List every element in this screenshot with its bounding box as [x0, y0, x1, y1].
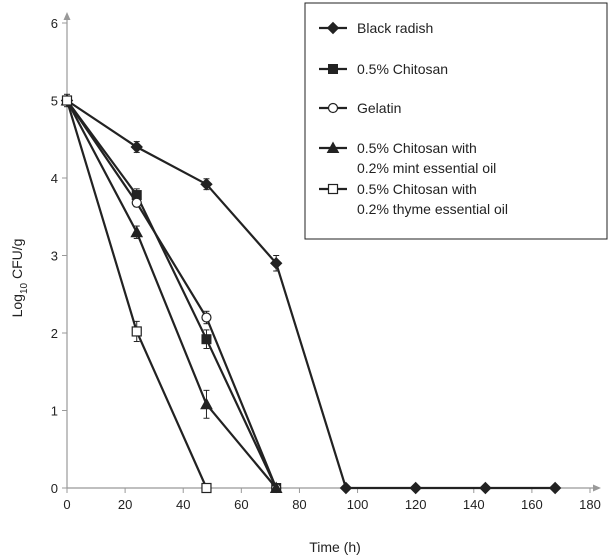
open-square-marker [131, 326, 142, 337]
square-marker [201, 334, 212, 345]
triangle-marker [130, 225, 144, 238]
legend-entry-2: 0.5% Chitosan [319, 61, 448, 77]
x-tick-label: 100 [347, 497, 369, 512]
triangle-marker [269, 481, 283, 493]
diamond-marker [200, 177, 213, 191]
legend-label: 0.5% Chitosan with [357, 181, 477, 197]
legend-box [304, 2, 608, 240]
x-tick-label: 180 [579, 497, 601, 512]
diamond-marker [479, 481, 492, 495]
x-tick-label: 160 [521, 497, 543, 512]
x-tick-label: 80 [292, 497, 306, 512]
series-layer [60, 93, 562, 495]
y-axis-title-subscript: 10 [19, 282, 30, 294]
y-axis-title: Log10 CFU/g [9, 239, 30, 318]
x-axis-title: Time (h) [309, 539, 361, 555]
triangle-marker [200, 397, 213, 410]
legend-label: 0.5% Chitosan [357, 61, 448, 77]
y-tick-label: 3 [51, 249, 58, 264]
diamond-marker [269, 257, 283, 270]
x-tick-label: 60 [234, 497, 248, 512]
open-square-marker [327, 183, 339, 195]
x-tick-label: 20 [118, 497, 132, 512]
series-line [66, 99, 278, 489]
y-tick-label: 6 [51, 16, 58, 31]
y-tick-label: 0 [51, 481, 58, 496]
x-tick-label: 40 [176, 497, 190, 512]
series-1 [60, 93, 562, 495]
y-axis-arrow [63, 12, 71, 20]
y-axis-title-rest: CFU/g [9, 239, 25, 283]
legend-entry-1: Black radish [319, 20, 433, 36]
legend-entry-3: Gelatin [319, 100, 401, 116]
legend-entry-5: 0.5% Chitosan with 0.2% thyme essential o… [319, 181, 508, 217]
y-tick-label: 4 [51, 171, 58, 186]
legend-label-line2: 0.2% mint essential oil [357, 160, 496, 176]
legend-label-line2: 0.2% thyme essential oil [357, 201, 508, 217]
square-marker [328, 64, 338, 74]
series-line [66, 99, 556, 490]
circle-marker [131, 197, 142, 208]
series-4 [60, 93, 283, 493]
y-tick-label: 5 [51, 94, 58, 109]
diamond-marker [409, 481, 422, 495]
legend-label: Black radish [357, 20, 433, 36]
circle-marker [327, 102, 339, 114]
series-line [66, 99, 278, 489]
diamond-marker [130, 140, 143, 154]
y-axis-title-main: Log [9, 294, 25, 317]
diamond-marker [339, 481, 353, 495]
x-axis-arrow [593, 484, 601, 492]
legend-label: Gelatin [357, 100, 401, 116]
ticks: 0 20 40 60 80 100 120 140 160 180 0 1 2 3 4 5 6 [51, 16, 601, 512]
triangle-marker [326, 141, 340, 153]
circle-marker [201, 312, 212, 323]
x-tick-label: 0 [63, 497, 70, 512]
diamond-marker [326, 21, 340, 35]
open-square-marker [61, 95, 73, 106]
diamond-marker [548, 481, 562, 495]
y-tick-label: 2 [51, 326, 58, 341]
x-tick-label: 120 [405, 497, 427, 512]
series-line [66, 99, 278, 489]
legend-label: 0.5% Chitosan with [357, 140, 477, 156]
series-5 [61, 95, 212, 494]
y-tick-label: 1 [51, 404, 58, 419]
x-tick-label: 140 [463, 497, 485, 512]
legend-entry-4: 0.5% Chitosan with 0.2% mint essential oi… [319, 140, 496, 176]
open-square-marker [201, 482, 212, 494]
legend: Black radish 0.5% Chitosan Gelatin 0.5% Chi… [304, 2, 608, 240]
